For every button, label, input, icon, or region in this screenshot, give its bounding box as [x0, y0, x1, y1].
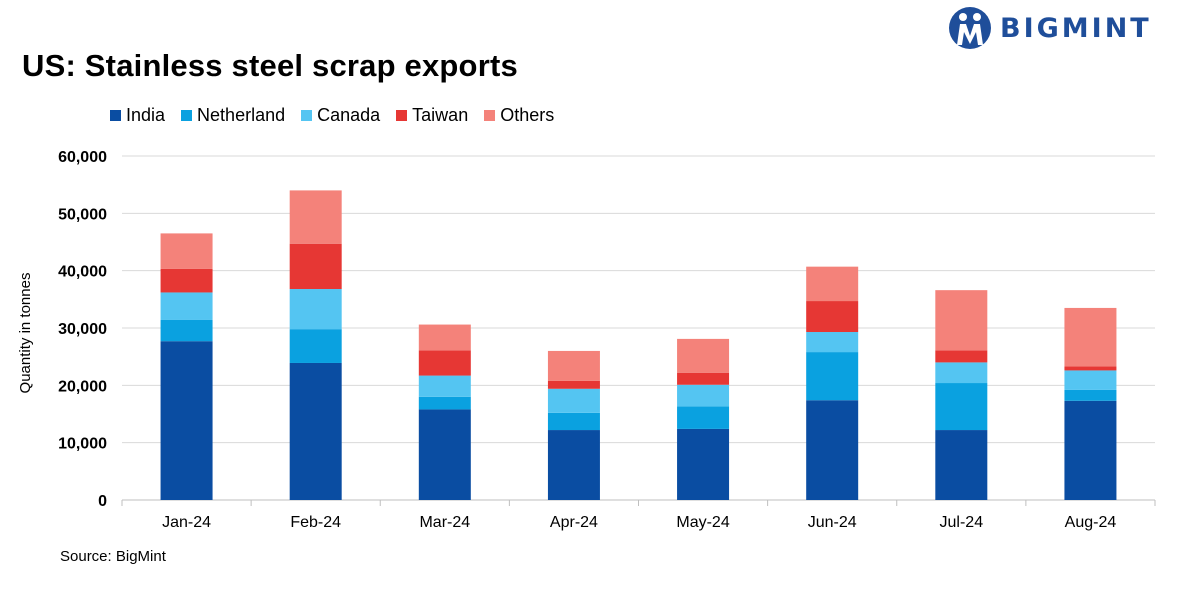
- y-tick-label: 30,000: [58, 321, 107, 338]
- x-tick-label: Feb-24: [290, 514, 341, 531]
- bar-segment-india-may-24: [677, 428, 730, 500]
- legend-item-netherland: Netherland: [181, 105, 285, 126]
- y-tick-label: 50,000: [58, 206, 107, 223]
- bar-segment-india-apr-24: [547, 430, 600, 500]
- bar-segment-canada-aug-24: [1064, 370, 1117, 390]
- legend-item-canada: Canada: [301, 105, 380, 126]
- bar-segment-india-jun-24: [806, 400, 859, 500]
- bar-segment-netherland-aug-24: [1064, 389, 1117, 401]
- bar-segment-taiwan-jul-24: [935, 350, 988, 363]
- bar-segment-netherland-jun-24: [806, 352, 859, 401]
- bar-segment-others-feb-24: [289, 190, 342, 244]
- bar-segment-india-aug-24: [1064, 400, 1117, 500]
- bar-segment-canada-jan-24: [160, 292, 213, 320]
- bar-segment-netherland-jan-24: [160, 319, 213, 342]
- bar-segment-others-jun-24: [806, 266, 859, 302]
- chart-title: US: Stainless steel scrap exports: [22, 48, 518, 83]
- legend-swatch: [181, 110, 193, 121]
- bar-segment-netherland-mar-24: [418, 396, 471, 410]
- bar-segment-others-jan-24: [160, 233, 213, 269]
- y-axis-label: Quantity in tonnes: [17, 273, 34, 394]
- bar-segment-india-jan-24: [160, 341, 213, 500]
- x-tick-label: Jan-24: [162, 514, 211, 531]
- bar-segment-canada-may-24: [677, 384, 730, 407]
- legend-swatch: [110, 110, 121, 121]
- bar-segment-taiwan-feb-24: [289, 243, 342, 290]
- bigmint-logo-icon: [949, 7, 991, 49]
- bar-segment-taiwan-aug-24: [1064, 366, 1117, 371]
- bar-segment-canada-apr-24: [547, 388, 600, 413]
- y-tick-label: 40,000: [58, 264, 107, 281]
- legend-label: Taiwan: [412, 105, 469, 125]
- bar-segment-netherland-feb-24: [289, 329, 342, 363]
- y-tick-label: 0: [98, 493, 107, 510]
- bar-segment-canada-jul-24: [935, 362, 988, 384]
- bar-segment-taiwan-jan-24: [160, 268, 213, 293]
- legend-item-taiwan: Taiwan: [396, 105, 468, 126]
- bar-segment-taiwan-apr-24: [547, 380, 600, 389]
- bar-segment-netherland-jul-24: [935, 383, 988, 431]
- x-tick-label: Jun-24: [808, 514, 857, 531]
- x-tick-label: Jul-24: [940, 514, 984, 531]
- x-tick-label: Mar-24: [419, 514, 470, 531]
- bar-segment-india-jul-24: [935, 430, 988, 500]
- x-tick-label: May-24: [676, 514, 729, 531]
- bar-segment-taiwan-may-24: [677, 372, 730, 385]
- legend-label: Canada: [317, 105, 381, 125]
- y-tick-label: 60,000: [58, 149, 107, 166]
- legend-swatch: [396, 110, 408, 121]
- legend-swatch: [484, 110, 496, 121]
- legend-swatch: [301, 110, 313, 121]
- bar-segment-others-apr-24: [547, 350, 600, 381]
- bar-segment-others-mar-24: [418, 324, 471, 351]
- legend-label: Netherland: [197, 105, 286, 125]
- bar-segment-others-aug-24: [1064, 307, 1117, 367]
- bar-segment-canada-jun-24: [806, 332, 859, 353]
- bar-segment-netherland-may-24: [677, 406, 730, 429]
- legend: India Netherland Canada Taiwan Others: [110, 105, 570, 126]
- source-note: Source: BigMint: [60, 548, 166, 565]
- y-tick-label: 10,000: [58, 436, 107, 453]
- x-tick-label: Aug-24: [1065, 514, 1117, 531]
- legend-item-others: Others: [484, 105, 554, 126]
- bar-segment-netherland-apr-24: [547, 412, 600, 431]
- logo-text: BIGMINT: [1000, 12, 1152, 44]
- bar-segment-others-jul-24: [935, 290, 988, 351]
- bar-segment-india-mar-24: [418, 409, 471, 500]
- bar-segment-canada-mar-24: [418, 375, 471, 397]
- legend-item-india: India: [110, 105, 165, 126]
- bar-segment-canada-feb-24: [289, 289, 342, 330]
- y-tick-label: 20,000: [58, 378, 107, 395]
- bar-segment-others-may-24: [677, 338, 730, 373]
- bar-segment-taiwan-mar-24: [418, 350, 471, 376]
- bigmint-logo: BIGMINT: [948, 6, 1152, 50]
- x-tick-label: Apr-24: [550, 514, 598, 531]
- legend-label: Others: [500, 105, 555, 125]
- legend-label: India: [126, 105, 166, 125]
- bar-segment-india-feb-24: [289, 362, 342, 500]
- bar-segment-taiwan-jun-24: [806, 301, 859, 333]
